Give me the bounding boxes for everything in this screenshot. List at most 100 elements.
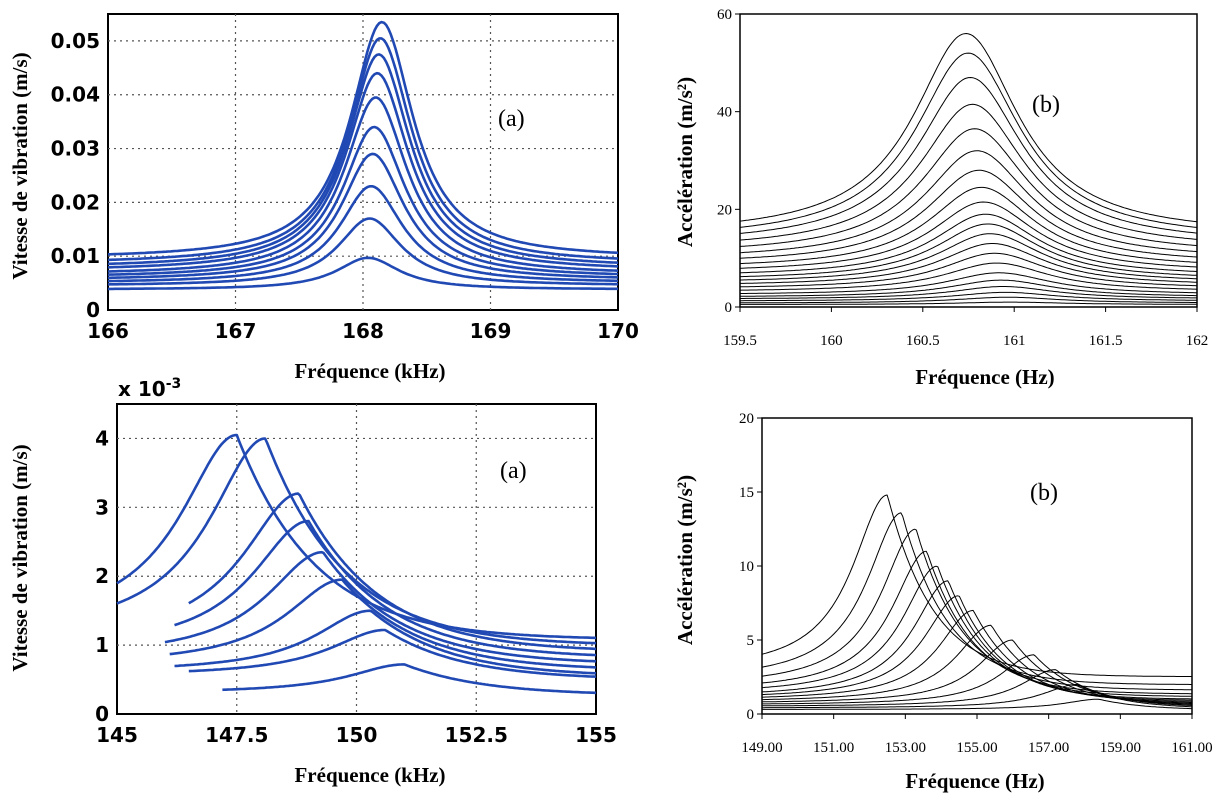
x-tick-labels: 159.5 160 160.5 161 161.5 162 xyxy=(723,307,1208,349)
x-tick-label: 150 xyxy=(336,723,378,747)
y-tick-label: 10 xyxy=(739,559,754,575)
y-tick-labels: 0 0.01 0.02 0.03 0.04 0.05 xyxy=(51,29,100,322)
x-tick-label: 162 xyxy=(1186,333,1209,349)
x-tick-label: 161 xyxy=(1003,333,1026,349)
x-tick-label: 168 xyxy=(342,319,384,343)
x-tick-label: 161.5 xyxy=(1089,333,1123,349)
plot-area xyxy=(739,13,1198,308)
series-line xyxy=(761,580,1192,700)
series-line xyxy=(108,152,619,280)
series-group xyxy=(761,494,1193,710)
series-line xyxy=(107,217,618,286)
series-line xyxy=(740,301,1197,305)
series-line xyxy=(108,256,618,291)
x-tick-label: 167 xyxy=(215,319,257,343)
y-tick-labels: 0 5 10 15 20 xyxy=(739,411,762,723)
chart-bottom-right: 149.00 151.00 153.00 155.00 157.00 159.00 161.… xyxy=(673,411,1213,793)
series-line xyxy=(164,550,597,663)
series-line xyxy=(739,52,1198,228)
x-tick-label: 155 xyxy=(575,723,617,747)
y-tick-label: 0.02 xyxy=(51,190,100,214)
x-tick-label: 169 xyxy=(470,319,512,343)
axis-exponent-power: -3 xyxy=(166,376,182,392)
x-tick-label: 151.00 xyxy=(813,740,854,756)
y-tick-label: 0.05 xyxy=(51,29,100,53)
panel-label: (b) xyxy=(1032,92,1060,118)
y-tick-labels: 0 20 40 60 xyxy=(717,7,740,316)
y-axis-title: Accélération (m/s²) xyxy=(673,77,697,247)
y-tick-label: 4 xyxy=(95,426,109,450)
x-tick-label: 145 xyxy=(96,723,138,747)
plot-area xyxy=(761,417,1193,715)
y-axis-title: Accélération (m/s²) xyxy=(673,475,697,645)
y-tick-label: 0.03 xyxy=(51,137,100,161)
series-line xyxy=(761,565,1192,697)
series-line xyxy=(739,169,1198,259)
y-tick-label: 0 xyxy=(95,702,109,726)
y-tick-label: 2 xyxy=(95,564,109,588)
x-axis-title: Fréquence (Hz) xyxy=(915,365,1054,389)
y-tick-label: 15 xyxy=(739,485,754,501)
x-tick-label: 157.00 xyxy=(1028,740,1069,756)
y-axis-title: Vitesse de vibration (m/s) xyxy=(8,52,32,279)
chart-bottom-left: 145 147.5 150 152.5 155 0 1 2 3 4 x 10-3 (a) Fré… xyxy=(8,376,617,787)
x-tick-label: 166 xyxy=(87,319,129,343)
panel-label: (a) xyxy=(498,106,525,132)
chart-top-right: 159.5 160 160.5 161 161.5 162 0 20 40 60 (b) Fré… xyxy=(673,7,1208,389)
y-tick-label: 5 xyxy=(747,633,755,649)
y-tick-labels: 0 1 2 3 4 xyxy=(95,426,109,726)
chart-top-left: 166 167 168 169 170 0 0.01 0.02 0.03 0.04 0.05 (a… xyxy=(8,13,639,383)
y-tick-label: 0 xyxy=(725,300,733,316)
panel-label: (a) xyxy=(500,458,527,484)
series-line xyxy=(740,291,1198,302)
series-line xyxy=(107,96,619,273)
y-tick-label: 60 xyxy=(717,7,732,23)
axis-exponent: x 10-3 xyxy=(118,376,181,401)
x-tick-label: 147.5 xyxy=(205,723,268,747)
series-line xyxy=(740,201,1198,269)
series-line xyxy=(739,186,1198,265)
series-line xyxy=(761,609,1193,702)
series-line xyxy=(739,103,1198,241)
series-line xyxy=(108,185,618,283)
x-tick-label: 153.00 xyxy=(885,740,926,756)
x-tick-label: 160.5 xyxy=(906,333,940,349)
x-tick-label: 161.00 xyxy=(1171,740,1212,756)
series-line xyxy=(740,233,1198,281)
y-tick-label: 40 xyxy=(717,105,732,121)
series-group xyxy=(739,33,1198,305)
series-line xyxy=(174,519,597,657)
series-line xyxy=(116,433,597,640)
series-line xyxy=(116,437,597,645)
series-line xyxy=(108,20,619,256)
series-line xyxy=(107,37,619,262)
series-line xyxy=(107,125,619,276)
series-line xyxy=(761,550,1192,695)
y-tick-label: 0.04 xyxy=(51,83,100,107)
series-line xyxy=(108,71,619,269)
series-line xyxy=(761,528,1192,691)
series-line xyxy=(739,128,1198,247)
series-line xyxy=(739,262,1198,291)
y-axis-title: Vitesse de vibration (m/s) xyxy=(8,444,32,671)
series-line xyxy=(740,272,1197,294)
series-line xyxy=(740,279,1197,297)
series-line xyxy=(740,286,1197,299)
series-line xyxy=(761,494,1192,677)
series-line xyxy=(740,296,1197,304)
x-tick-label: 152.5 xyxy=(445,723,508,747)
x-tick-labels: 145 147.5 150 152.5 155 xyxy=(96,723,617,747)
series-line xyxy=(739,33,1198,223)
y-tick-label: 20 xyxy=(739,411,754,427)
series-line xyxy=(739,150,1198,254)
series-group xyxy=(116,433,597,695)
x-tick-labels: 166 167 168 169 170 xyxy=(87,319,639,343)
series-line xyxy=(740,243,1197,284)
y-tick-label: 0 xyxy=(86,298,100,322)
series-line xyxy=(740,252,1198,288)
x-tick-label: 159.5 xyxy=(723,333,757,349)
x-tick-label: 155.00 xyxy=(956,740,997,756)
y-tick-label: 20 xyxy=(717,202,732,218)
x-axis-title: Fréquence (kHz) xyxy=(294,763,445,787)
